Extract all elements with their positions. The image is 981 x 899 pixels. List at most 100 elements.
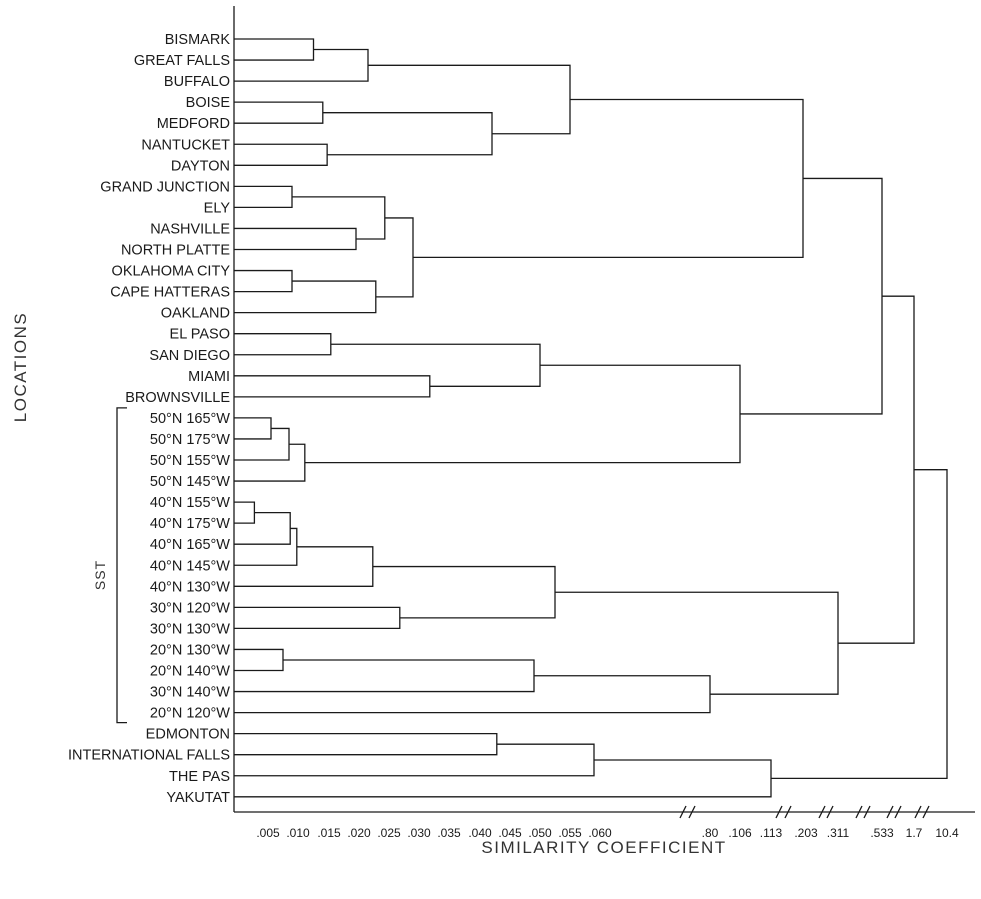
y-axis-title: LOCATIONS xyxy=(11,312,30,422)
leaf-label: 50°N 165°W xyxy=(150,411,230,427)
axis-break-mark xyxy=(784,805,792,819)
axis-break-mark xyxy=(922,805,930,819)
dendrogram-link xyxy=(234,511,291,545)
leaf-label: GRAND JUNCTION xyxy=(100,179,230,195)
leaf-label: NASHVILLE xyxy=(150,221,230,237)
x-tick-label: .533 xyxy=(870,826,894,840)
leaf-label: 50°N 175°W xyxy=(150,432,230,448)
leaf-label: EL PASO xyxy=(170,327,230,343)
dendrogram-link xyxy=(234,185,293,209)
dendrogram-link xyxy=(555,591,839,695)
axes xyxy=(233,6,975,819)
dendrogram-link xyxy=(234,48,369,82)
dendrogram-link xyxy=(234,427,290,461)
dendrogram-link xyxy=(304,364,741,464)
axis-break-mark xyxy=(894,805,902,819)
leaf-label: MEDFORD xyxy=(157,116,230,132)
x-tick-label: .311 xyxy=(827,826,850,840)
dendrogram-link xyxy=(234,101,324,124)
leaf-labels: BISMARK GREAT FALLS BUFFALO BOISE MEDFORD NAN… xyxy=(68,32,230,806)
leaf-label: 40°N 165°W xyxy=(150,537,230,553)
leaf-label: 40°N 175°W xyxy=(150,516,230,532)
dendrogram-link xyxy=(234,743,595,777)
x-tick-label: 10.4 xyxy=(935,826,959,840)
dendrogram-link xyxy=(234,227,357,251)
leaf-label: DAYTON xyxy=(171,158,230,174)
leaf-label: 40°N 145°W xyxy=(150,558,230,574)
leaf-label: BOISE xyxy=(186,95,231,111)
dendrogram-link xyxy=(234,333,332,356)
leaf-label: 30°N 140°W xyxy=(150,685,230,701)
sst-bracket-label: SST xyxy=(92,560,108,590)
leaf-label: EDMONTON xyxy=(146,727,230,743)
x-axis-title: SIMILARITY COEFFICIENT xyxy=(481,838,726,857)
dendrogram-link xyxy=(234,659,535,693)
x-tick-label: .113 xyxy=(760,826,783,840)
leaf-label: 50°N 145°W xyxy=(150,474,230,490)
leaf-label: BISMARK xyxy=(165,32,231,48)
x-tick-label: .010 xyxy=(286,826,310,840)
axis-break-mark xyxy=(775,805,783,819)
x-tick-label: .025 xyxy=(377,826,401,840)
x-tick-label: .050 xyxy=(528,826,552,840)
leaf-label: 40°N 155°W xyxy=(150,495,230,511)
dendrogram-link xyxy=(292,196,386,240)
dendrogram-link xyxy=(234,606,401,630)
dendrogram-link xyxy=(740,177,883,415)
x-tick-label: .030 xyxy=(407,826,431,840)
axis-break-mark xyxy=(679,805,687,819)
leaf-label: CAPE HATTERAS xyxy=(110,285,230,301)
axis-break-mark xyxy=(855,805,863,819)
axis-break-mark xyxy=(818,805,826,819)
leaf-label: BUFFALO xyxy=(164,74,230,90)
dendrogram-link xyxy=(375,217,414,298)
x-tick-label: .045 xyxy=(498,826,522,840)
dendrogram-link xyxy=(234,375,431,398)
x-tick-label: .055 xyxy=(558,826,582,840)
axis-break-mark xyxy=(826,805,834,819)
x-tick-label: .015 xyxy=(317,826,341,840)
leaf-label: NANTUCKET xyxy=(141,137,230,153)
dendrogram-link xyxy=(234,648,284,672)
x-tick-label: .80 xyxy=(702,826,719,840)
x-tick-label: 1.7 xyxy=(906,826,923,840)
leaf-label: 20°N 120°W xyxy=(150,706,230,722)
dendrogram-link xyxy=(234,443,306,482)
leaf-label: NORTH PLATTE xyxy=(121,243,230,259)
dendrogram-link xyxy=(234,280,377,314)
axis-break-mark xyxy=(914,805,922,819)
leaf-label: 50°N 155°W xyxy=(150,453,230,469)
leaf-label: GREAT FALLS xyxy=(134,53,230,69)
x-tick-label: .005 xyxy=(256,826,280,840)
dendrogram-link xyxy=(234,501,256,524)
dendrogram-link xyxy=(234,143,328,166)
dendrogram-link xyxy=(234,546,374,587)
dendrogram-link xyxy=(330,343,541,387)
leaf-label: 20°N 140°W xyxy=(150,664,230,680)
dendrogram-link xyxy=(234,269,293,293)
leaf-label: 40°N 130°W xyxy=(150,579,230,595)
leaf-label: YAKUTAT xyxy=(166,790,230,806)
dendrogram-link xyxy=(234,527,298,566)
dendrogram-link xyxy=(234,733,498,756)
x-tick-label: .060 xyxy=(588,826,612,840)
dendrogram-link xyxy=(771,469,948,780)
dendrogram-link xyxy=(413,98,804,259)
leaf-label: MIAMI xyxy=(188,369,230,385)
axis-break-mark xyxy=(688,805,696,819)
leaf-label: SAN DIEGO xyxy=(149,348,230,364)
sst-bracket: SST xyxy=(92,407,127,724)
dendrogram-link xyxy=(368,64,571,135)
leaf-label: 20°N 130°W xyxy=(150,642,230,658)
x-tick-labels: .005 .010 .015 .020 .025 .030 .035 .040 .045 .050… xyxy=(256,826,959,840)
leaf-label: 30°N 120°W xyxy=(150,600,230,616)
x-tick-label: .040 xyxy=(468,826,492,840)
leaf-label: THE PAS xyxy=(169,769,230,785)
leaf-label: OKLAHOMA CITY xyxy=(112,264,231,280)
dendrogram-link xyxy=(234,417,272,440)
dendrogram-link xyxy=(322,112,493,156)
leaf-label: OAKLAND xyxy=(161,306,230,322)
x-tick-label: .106 xyxy=(728,826,752,840)
dendrogram-link xyxy=(234,38,315,61)
